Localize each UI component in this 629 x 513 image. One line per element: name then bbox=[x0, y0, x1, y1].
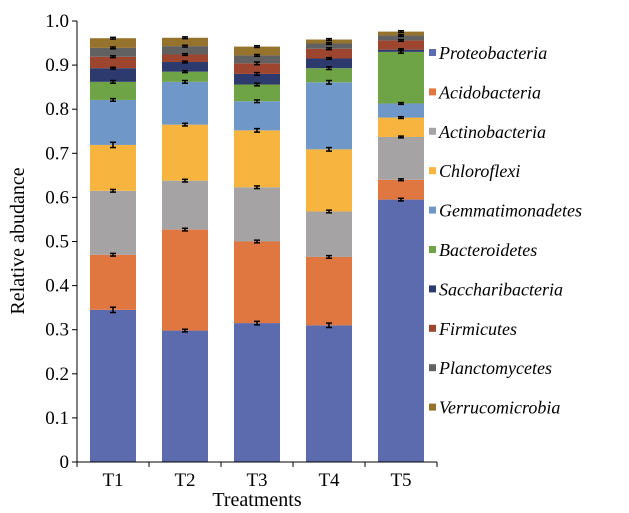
bar-segment bbox=[162, 124, 208, 181]
legend-swatch bbox=[429, 246, 436, 253]
bar-segment bbox=[90, 190, 136, 255]
bar-segment bbox=[234, 46, 280, 56]
x-tick-label: T1 bbox=[102, 470, 123, 491]
y-tick-labels: 0 0.1 0.2 0.3 0.4 0.5 0.6 0.7 0.8 0.9 1.0 bbox=[45, 11, 69, 473]
bar-segment bbox=[378, 40, 424, 50]
legend-label: Firmicutes bbox=[438, 319, 517, 339]
legend: Proteobacteria Acidobacteria Actinobacteri… bbox=[429, 43, 582, 418]
x-tick-label: T2 bbox=[174, 470, 195, 491]
bar-segment bbox=[378, 179, 424, 200]
bar-segment bbox=[234, 241, 280, 324]
legend-swatch bbox=[429, 364, 436, 372]
legend-swatch bbox=[429, 324, 436, 332]
legend-swatch bbox=[429, 49, 436, 56]
bar-segment bbox=[234, 130, 280, 188]
legend-swatch bbox=[429, 206, 436, 214]
bar-segment bbox=[306, 58, 352, 69]
y-tick-label: 0.7 bbox=[45, 143, 69, 164]
legend-label: Saccharibacteria bbox=[439, 279, 563, 299]
bar-segment bbox=[306, 211, 352, 257]
y-axis-label: Relative abudance bbox=[7, 167, 29, 314]
bar-segment bbox=[90, 68, 136, 82]
bar-segment bbox=[306, 43, 352, 49]
bar-segment bbox=[90, 47, 136, 57]
x-tick-label: T5 bbox=[390, 470, 411, 491]
bar-segment bbox=[306, 82, 352, 150]
y-tick-label: 1.0 bbox=[45, 11, 69, 32]
bar-segment bbox=[90, 81, 136, 100]
y-tick-label: 0.9 bbox=[45, 55, 69, 76]
bar-segment bbox=[378, 51, 424, 104]
x-tick-label: T4 bbox=[318, 470, 340, 491]
bar-segment bbox=[162, 180, 208, 230]
x-axis-label: Treatments bbox=[212, 489, 301, 511]
bar-segment bbox=[162, 81, 208, 125]
legend-label: Chloroflexi bbox=[439, 161, 520, 181]
bar-segment bbox=[162, 54, 208, 63]
bar-segment bbox=[234, 101, 280, 131]
bar-segment bbox=[234, 73, 280, 85]
bar-segment bbox=[306, 256, 352, 326]
bar-segment bbox=[306, 39, 352, 44]
bar-segment bbox=[306, 68, 352, 83]
bar-segment bbox=[234, 187, 280, 242]
legend-swatch bbox=[429, 127, 436, 135]
legend-swatch bbox=[429, 403, 436, 411]
bar-segment bbox=[378, 117, 424, 137]
bar-segment bbox=[162, 37, 208, 47]
bar-segment bbox=[306, 325, 352, 462]
legend-label: Acidobacteria bbox=[438, 82, 541, 102]
legend-label: Gemmatimonadetes bbox=[439, 201, 582, 221]
y-tick-label: 0.1 bbox=[45, 408, 69, 429]
bar-segment bbox=[378, 199, 424, 463]
y-tick-label: 0.8 bbox=[45, 99, 69, 120]
bar-segment bbox=[378, 35, 424, 41]
bar-segment bbox=[90, 144, 136, 191]
legend-label: Verrucomicrobia bbox=[439, 398, 560, 418]
bar-segment bbox=[234, 323, 280, 462]
x-tick-labels: T1 T2 T3 T4 T5 bbox=[102, 470, 411, 491]
bar-segment bbox=[90, 56, 136, 69]
bar-segment bbox=[306, 48, 352, 59]
bar-segment bbox=[306, 149, 352, 212]
bar-segment bbox=[378, 31, 424, 36]
bar-segment bbox=[378, 103, 424, 118]
bars-group bbox=[90, 31, 424, 463]
bar-segment bbox=[162, 330, 208, 462]
y-tick-label: 0.2 bbox=[45, 364, 69, 385]
bar-segment bbox=[234, 55, 280, 64]
bar-segment bbox=[234, 63, 280, 74]
bar-segment bbox=[162, 229, 208, 331]
x-tick-label: T3 bbox=[246, 470, 267, 491]
y-tick-label: 0.4 bbox=[45, 276, 69, 297]
bar-segment bbox=[90, 309, 136, 462]
legend-label: Bacteroidetes bbox=[439, 240, 537, 260]
y-tick-label: 0 bbox=[60, 452, 70, 473]
y-tick-label: 0.5 bbox=[45, 232, 69, 253]
legend-label: Actinobacteria bbox=[438, 122, 546, 142]
legend-label: Planctomycetes bbox=[438, 358, 552, 378]
bar-segment bbox=[90, 254, 136, 310]
bar-segment bbox=[234, 84, 280, 102]
axes-group bbox=[72, 20, 438, 467]
y-tick-label: 0.6 bbox=[45, 187, 69, 208]
legend-swatch bbox=[429, 88, 436, 96]
bar-segment bbox=[90, 38, 136, 48]
bar-segment bbox=[90, 99, 136, 145]
bar-segment bbox=[162, 71, 208, 82]
legend-swatch bbox=[429, 285, 436, 293]
legend-swatch bbox=[429, 167, 436, 175]
bar-segment bbox=[378, 136, 424, 180]
legend-label: Proteobacteria bbox=[438, 43, 547, 63]
bar-segment bbox=[162, 62, 208, 72]
error-bars-group bbox=[110, 29, 404, 333]
y-tick-label: 0.3 bbox=[45, 320, 69, 341]
bar-segment bbox=[162, 46, 208, 55]
